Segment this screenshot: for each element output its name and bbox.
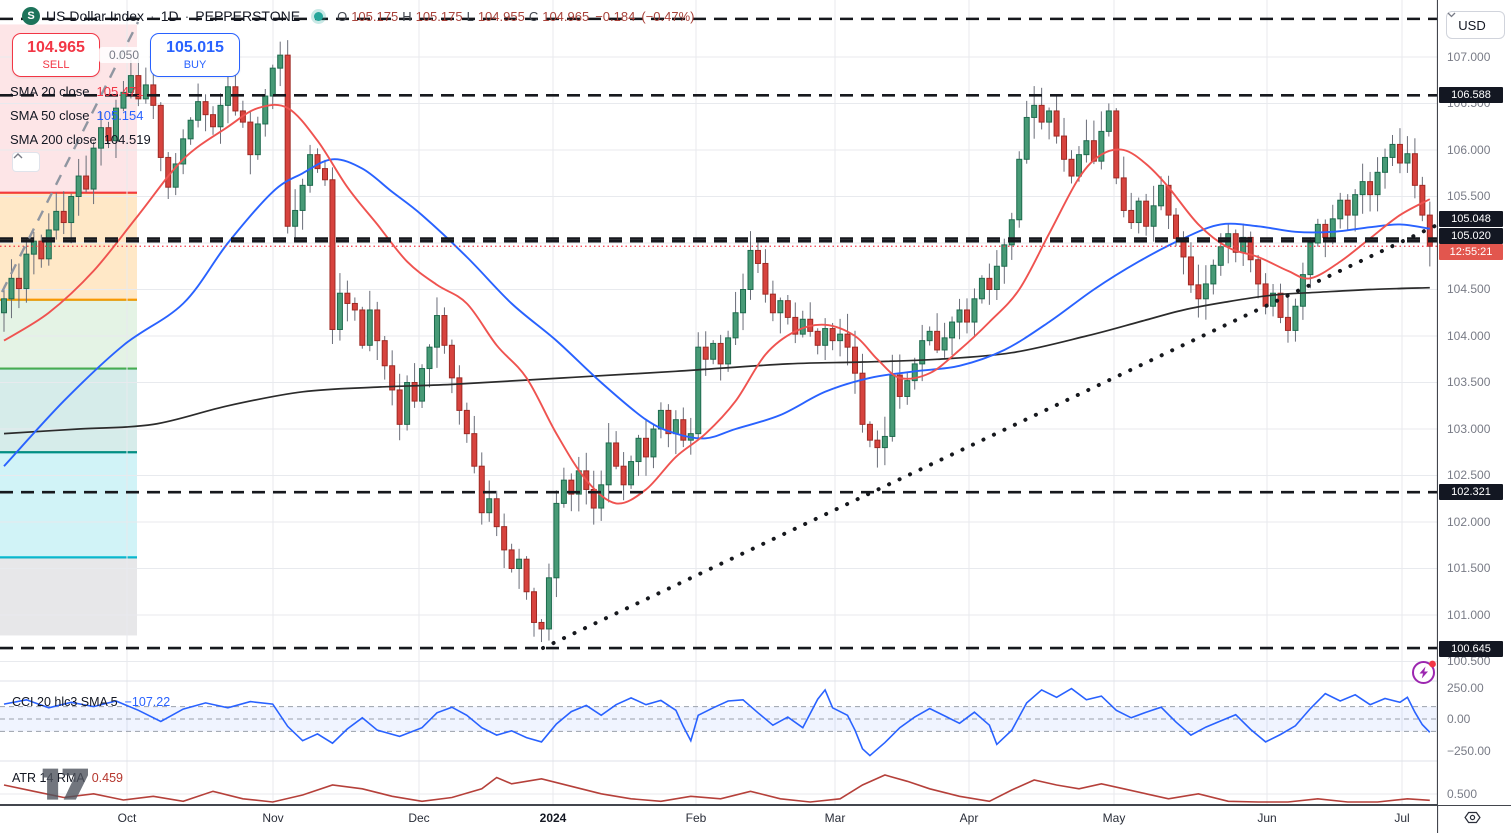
buy-button[interactable]: 105.015 BUY [150,33,240,77]
buy-label: BUY [183,58,207,71]
collapse-legend-button[interactable] [12,152,40,172]
price-tick-label: 107.000 [1447,50,1491,64]
currency-label: USD [1458,17,1486,33]
symbol-header: S US Dollar Index · 1D · PEPPERSTONE O 10… [22,5,694,27]
close-label: C [528,8,539,24]
cci-tick-label: −250.00 [1447,744,1491,758]
price-level-badge: 100.645 [1439,641,1503,657]
legend-sma200[interactable]: SMA 200 close 104.519 [10,132,151,147]
low-label: L [466,8,474,24]
spread-value: 0.050 [99,47,149,63]
month-label: Dec [408,811,430,825]
cci-value: −107.22 [124,695,171,709]
price-tick-label: 100.500 [1447,654,1491,668]
separator: · [184,8,190,24]
cci-tick-label: 0.00 [1447,712,1471,726]
time-axis[interactable]: Oct Nov Dec 2024 Feb Mar Apr May Jun Jul [0,806,1437,833]
sma50-label: SMA 50 close [10,108,90,123]
open-value: 105.175 [351,8,399,24]
month-label: Feb [685,811,707,825]
symbol-name[interactable]: US Dollar Index [46,8,145,24]
ohlc-values: O 105.175 H 105.175 L 104.955 C 104.965 [337,9,589,24]
month-label: Jul [1394,811,1410,825]
sma20-label: SMA 20 close [10,84,90,99]
month-label: Jun [1257,811,1277,825]
notification-dot [1429,660,1436,668]
buy-price: 105.015 [166,39,224,57]
month-label: 2024 [539,811,567,825]
price-tick-label: 103.500 [1447,375,1491,389]
sell-button[interactable]: 104.965 SELL [12,33,100,77]
price-tick-label: 105.500 [1447,189,1491,203]
exchange-name: PEPPERSTONE [195,8,301,24]
change-percent: (−0.47%) [641,8,695,24]
sma20-value: 105.471 [96,84,144,99]
legend-cci[interactable]: CCI 20 hlc3 SMA 5 −107.22 [12,695,170,709]
high-value: 105.175 [415,8,463,24]
sma200-value: 104.519 [103,132,151,147]
price-tick-label: 102.000 [1447,515,1491,529]
atr-value: 0.459 [91,771,123,785]
currency-dropdown[interactable]: USD [1446,11,1505,39]
price-level-badge: 105.020 [1439,228,1503,244]
price-tick-label: 103.000 [1447,422,1491,436]
lightning-button[interactable] [1410,658,1438,686]
separator: · [150,8,155,24]
connection-status-dot[interactable] [314,11,324,21]
month-label: Apr [959,811,979,825]
sell-price: 104.965 [27,39,85,57]
sma200-label: SMA 200 close [10,132,97,147]
price-tick-label: 106.000 [1447,143,1491,157]
high-label: H [402,8,412,24]
price-tick-label: 101.500 [1447,561,1491,575]
axis-settings-button[interactable] [1464,809,1486,831]
month-label: May [1102,811,1126,825]
low-value: 104.955 [477,8,525,24]
atr-tick-label: 0.500 [1447,787,1478,801]
pepperstone-logo-icon: S [22,7,40,25]
price-axis[interactable]: 107.000 106.500 106.000 105.500 104.500 104.0… [1438,0,1511,805]
close-value: 104.965 [542,8,590,24]
cci-tick-label: 250.00 [1447,681,1484,695]
countdown-badge: 12:55:21 [1439,244,1503,260]
cci-label: CCI 20 hlc3 SMA 5 [12,695,118,709]
sell-label: SELL [42,58,70,71]
hexagon-settings-icon [1464,811,1481,824]
open-label: O [337,8,348,24]
lightning-bolt-icon [1419,666,1428,679]
price-level-badge: 105.048 [1439,211,1503,227]
month-label: Oct [117,811,137,825]
price-level-badge: 106.588 [1439,87,1503,103]
price-tick-label: 102.500 [1447,468,1491,482]
legend-sma50[interactable]: SMA 50 close 105.154 [10,108,144,123]
month-label: Nov [262,811,284,825]
price-tick-label: 104.500 [1447,282,1491,296]
sma50-value: 105.154 [96,108,144,123]
price-level-badge: 102.321 [1439,484,1503,500]
interval-button[interactable]: 1D [160,8,179,24]
change-value: −0.184 [595,8,636,24]
month-label: Mar [824,811,846,825]
price-tick-label: 101.000 [1447,608,1491,622]
legend-sma20[interactable]: SMA 20 close 105.471 [10,84,144,99]
price-tick-label: 104.000 [1447,329,1491,343]
